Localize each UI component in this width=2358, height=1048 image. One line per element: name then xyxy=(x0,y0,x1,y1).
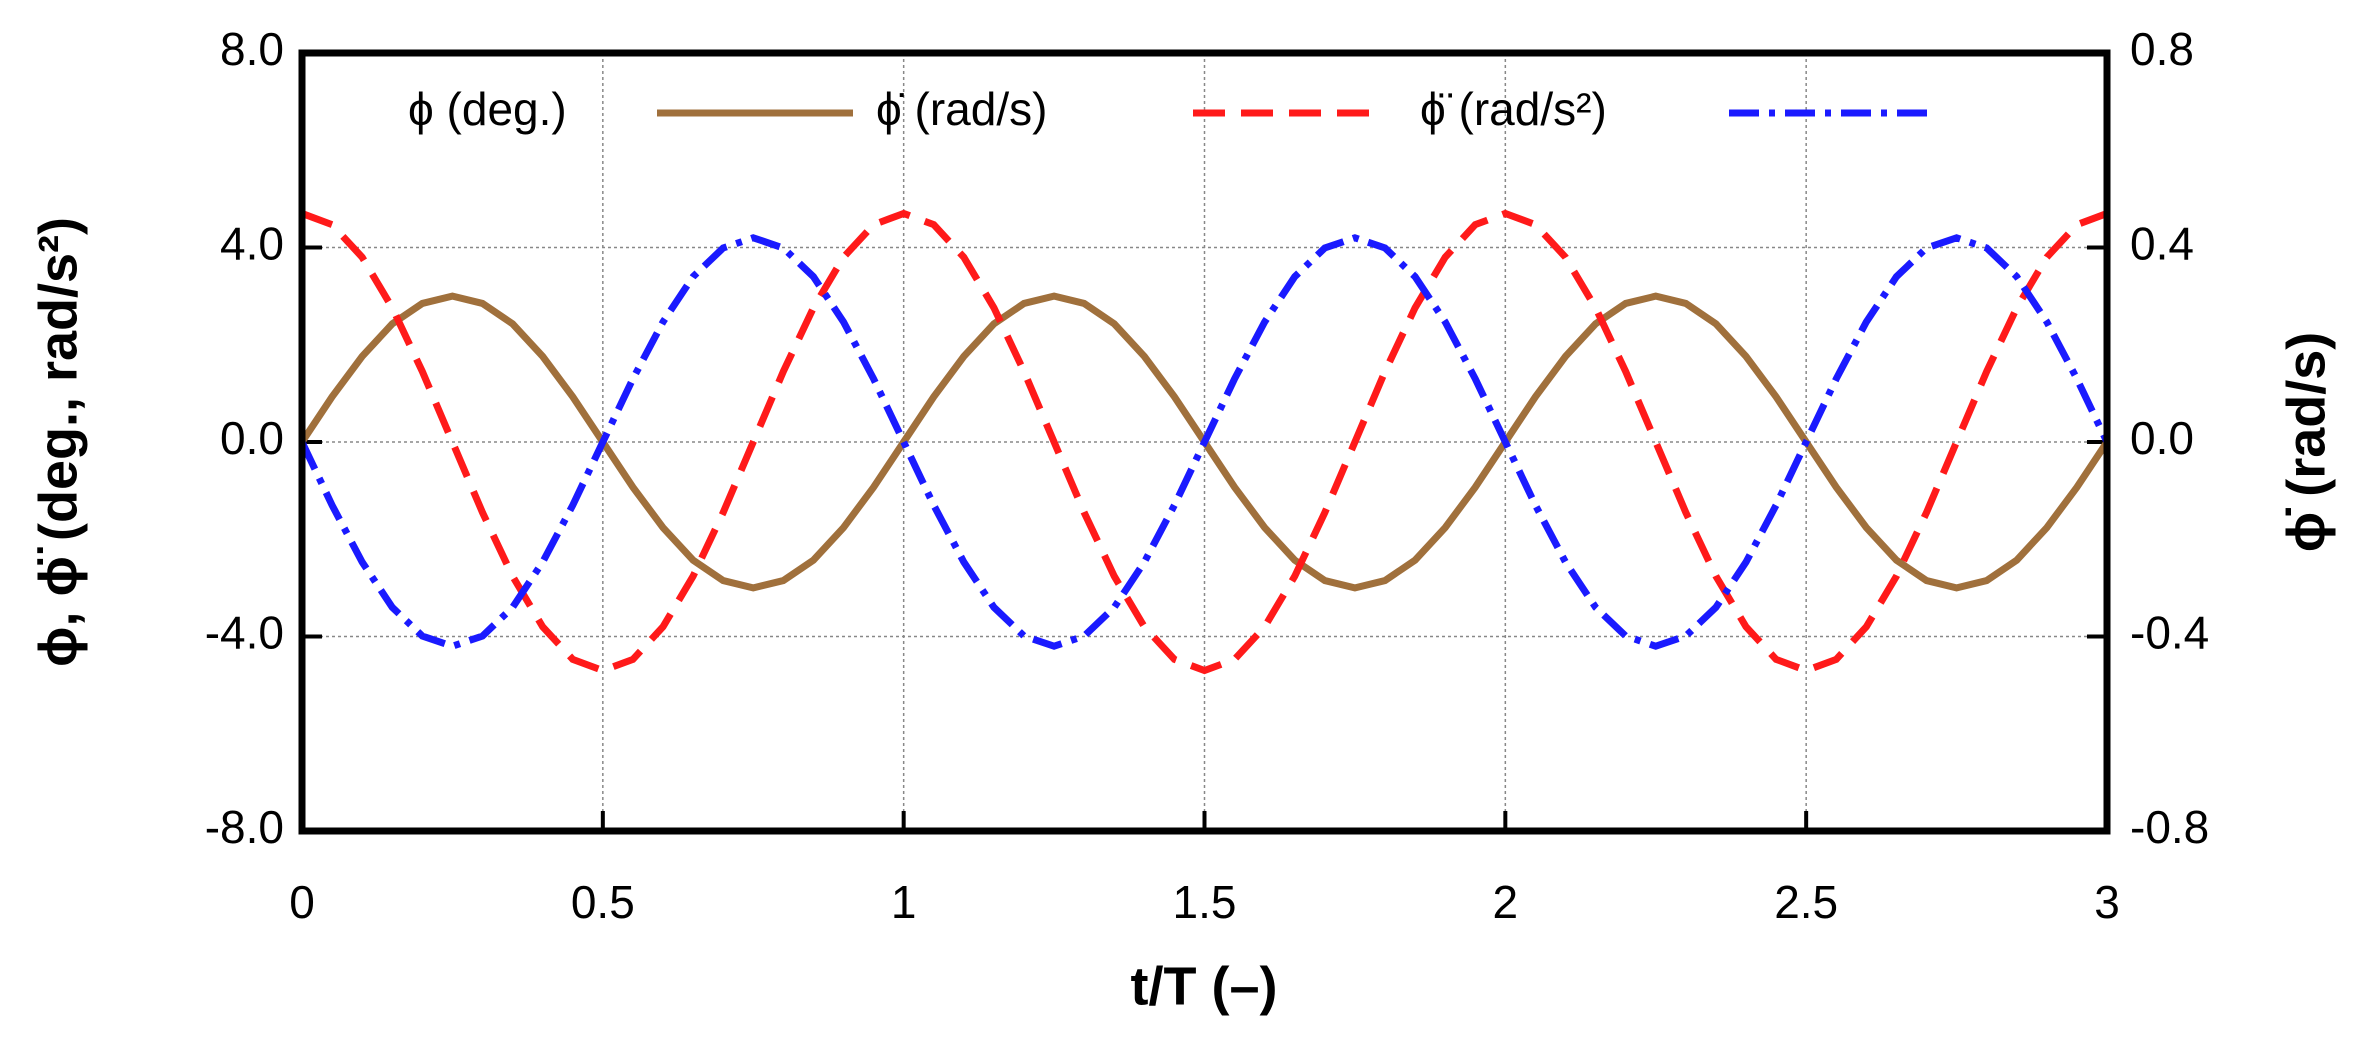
x-tick-label: 1 xyxy=(891,876,917,928)
y2-tick-label: 0.4 xyxy=(2130,218,2194,270)
legend-label: ϕ̈ (rad/s²) xyxy=(1420,83,1607,135)
y2-axis-label: ϕ̇ (rad/s) xyxy=(2276,332,2336,553)
series-line xyxy=(300,209,2109,675)
legend-label: ϕ (deg.) xyxy=(408,83,567,135)
series-line xyxy=(298,234,2111,650)
y-tick-label: 4.0 xyxy=(220,218,284,270)
y-tick-label: -4.0 xyxy=(205,607,284,659)
y-tick-label: -8.0 xyxy=(205,801,284,853)
plot-frame xyxy=(298,49,2111,835)
y2-tick-label: -0.4 xyxy=(2130,607,2209,659)
y-tick-label: 8.0 xyxy=(220,23,284,75)
y-tick-label: 0.0 xyxy=(220,412,284,464)
x-tick-label: 0 xyxy=(289,876,315,928)
y2-tick-label: 0.0 xyxy=(2130,412,2194,464)
y2-tick-label: -0.8 xyxy=(2130,801,2209,853)
x-tick-label: 3 xyxy=(2094,876,2120,928)
x-tick-label: 0.5 xyxy=(571,876,635,928)
y2-tick-label: 0.8 xyxy=(2130,23,2194,75)
y-axis-label: ϕ, ϕ̈ (deg., rad/s²) xyxy=(28,217,88,667)
legend-label: ϕ̇ (rad/s) xyxy=(876,83,1047,135)
x-tick-label: 2 xyxy=(1493,876,1519,928)
x-tick-label: 1.5 xyxy=(1173,876,1237,928)
x-tick-label: 2.5 xyxy=(1774,876,1838,928)
x-axis-label: t/T (–) xyxy=(1131,956,1278,1016)
